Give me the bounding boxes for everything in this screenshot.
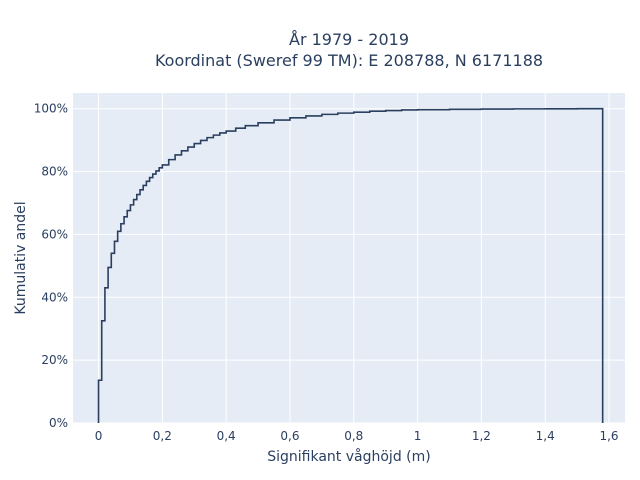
chart-title-line1: År 1979 - 2019	[289, 30, 409, 49]
x-tick-labels: 0 0,2 0,4 0,6 0,8 1 1,2 1,4 1,6	[95, 429, 619, 443]
x-tick-label: 0,8	[344, 429, 363, 443]
x-tick-label: 0,4	[217, 429, 236, 443]
y-tick-label: 0%	[49, 416, 68, 430]
y-tick-label: 60%	[41, 227, 68, 241]
y-axis-title: Kumulativ andel	[13, 201, 29, 314]
x-tick-label: 0,2	[153, 429, 172, 443]
x-tick-label: 1	[414, 429, 422, 443]
y-tick-label: 80%	[41, 165, 68, 179]
cdf-step-line	[97, 107, 604, 423]
y-tick-labels: 0% 20% 40% 60% 80% 100%	[34, 102, 68, 430]
x-tick-label: 0	[95, 429, 103, 443]
x-tick-label: 1,2	[472, 429, 491, 443]
y-tick-label: 100%	[34, 102, 68, 116]
x-tick-label: 1,6	[599, 429, 618, 443]
x-axis-title: Signifikant våghöjd (m)	[267, 448, 430, 465]
x-gridlines	[98, 93, 610, 423]
x-tick-label: 0,6	[280, 429, 299, 443]
x-tick-label: 1,4	[536, 429, 555, 443]
y-tick-label: 20%	[41, 353, 68, 367]
plot-area	[73, 93, 625, 423]
chart-title-line2: Koordinat (Sweref 99 TM): E 208788, N 61…	[155, 51, 543, 70]
y-tick-label: 40%	[41, 290, 68, 304]
